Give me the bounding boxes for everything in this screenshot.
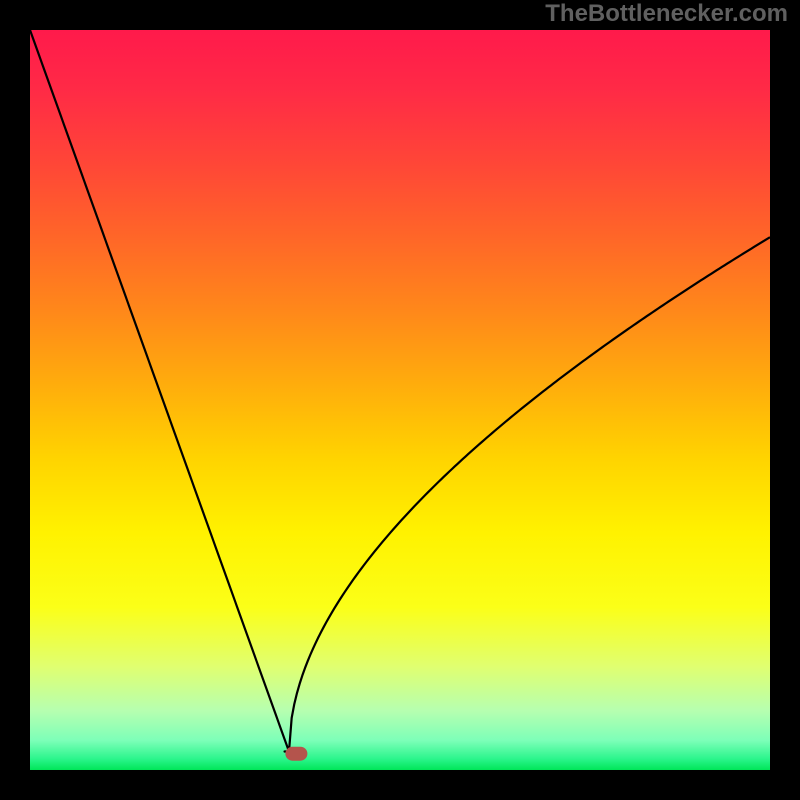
chart-background	[30, 30, 770, 770]
chart-frame: TheBottlenecker.com	[0, 0, 800, 800]
watermark-text: TheBottlenecker.com	[545, 0, 788, 28]
bottleneck-chart	[30, 30, 770, 770]
optimal-marker	[285, 747, 307, 761]
